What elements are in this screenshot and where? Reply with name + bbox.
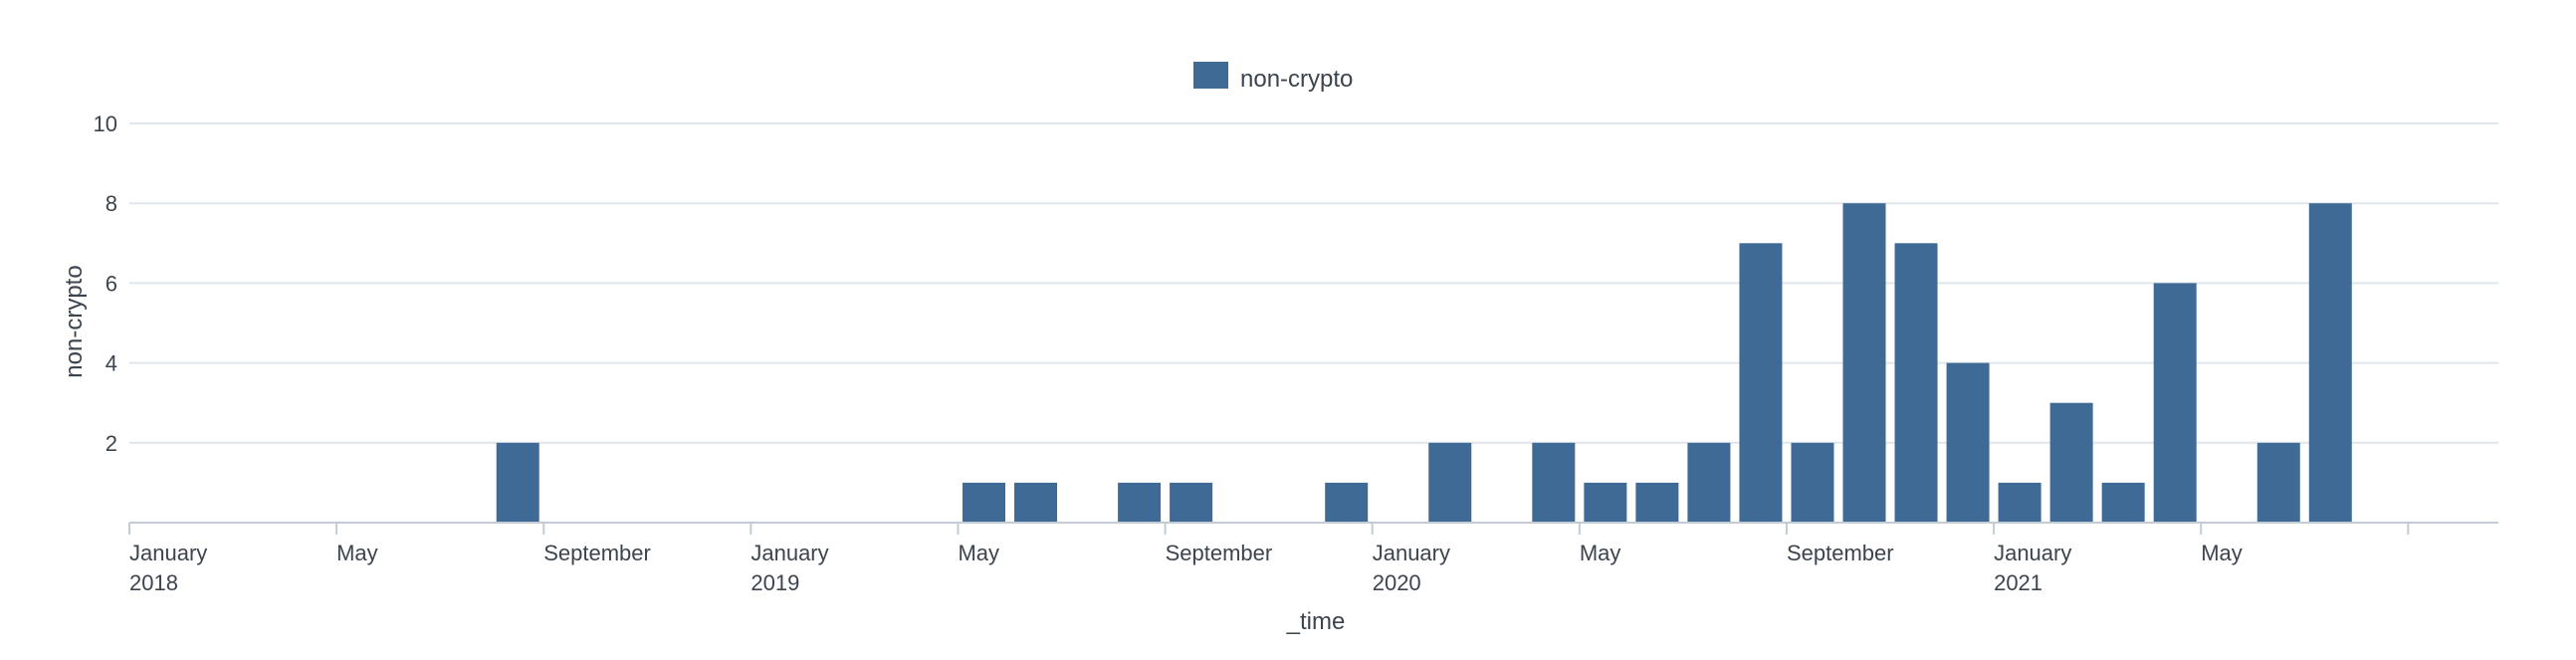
bar[interactable] [1118, 482, 1162, 523]
bar[interactable] [962, 482, 1005, 523]
bar[interactable] [1842, 203, 1886, 523]
x-tick-label: January [129, 541, 207, 565]
bar[interactable] [2308, 203, 2352, 523]
x-tick-label: January [1373, 541, 1450, 565]
y-tick-label: 2 [106, 431, 117, 456]
x-tick-year-label: 2019 [751, 570, 799, 595]
x-tick-label: May [958, 541, 999, 565]
y-tick-label: 8 [106, 191, 117, 216]
bar[interactable] [1170, 482, 1213, 523]
x-tick-label: May [2201, 541, 2243, 565]
x-tick-label: September [1166, 541, 1273, 565]
y-axis-title: non-crypto [61, 265, 88, 377]
x-tick-year-label: 2021 [1994, 570, 2042, 595]
bar[interactable] [1894, 243, 1938, 524]
bar[interactable] [2153, 283, 2197, 523]
x-tick-year-label: 2018 [129, 570, 178, 595]
bar[interactable] [1635, 482, 1679, 523]
bar[interactable] [496, 442, 539, 523]
bar[interactable] [2101, 482, 2145, 523]
legend[interactable]: non-crypto [1193, 62, 1353, 93]
y-tick-label: 4 [106, 351, 117, 376]
x-tick-label: May [1580, 541, 1621, 565]
bar[interactable] [1428, 442, 1472, 523]
x-tick-label: January [751, 541, 828, 565]
legend-label: non-crypto [1240, 66, 1353, 93]
x-tick-label: January [1994, 541, 2071, 565]
y-tick-label: 10 [94, 111, 117, 136]
bar[interactable] [1739, 243, 1783, 524]
bar[interactable] [1946, 362, 1990, 523]
bar[interactable] [1998, 482, 2041, 523]
bar[interactable] [2256, 442, 2300, 523]
x-tick-label: May [336, 541, 378, 565]
x-axis-ticks: January 2018 May September January 2019 May Sep… [128, 523, 2410, 595]
x-tick-label: September [1787, 541, 1894, 565]
bar[interactable] [1791, 442, 1834, 523]
x-tick-year-label: 2020 [1373, 570, 1421, 595]
legend-swatch [1193, 62, 1228, 89]
bar[interactable] [2049, 402, 2093, 523]
bars [496, 203, 2352, 524]
gridlines [129, 122, 2498, 444]
bar[interactable] [1532, 442, 1576, 523]
bar[interactable] [1014, 482, 1058, 523]
x-tick-label: September [543, 541, 651, 565]
bar[interactable] [1325, 482, 1369, 523]
y-tick-label: 6 [106, 271, 117, 296]
bar[interactable] [1584, 482, 1627, 523]
bar[interactable] [1687, 442, 1731, 523]
x-axis-title: _time [1286, 608, 1346, 635]
y-axis-tick-labels: 2 4 6 8 10 [94, 111, 117, 456]
